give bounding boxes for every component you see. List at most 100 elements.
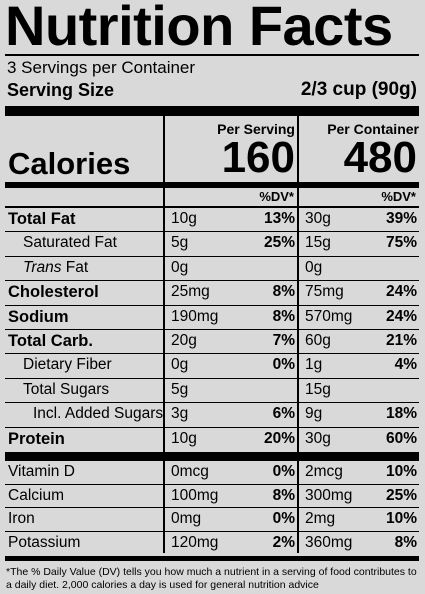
nutrient-row: Total Carb. 20g 7% 60g 21% [5, 330, 419, 355]
serving-dv: 13% [263, 210, 295, 227]
container-amount: 360mg [305, 534, 353, 552]
container-dv: 75% [385, 234, 417, 252]
nutrient-name: Incl. Added Sugars [33, 405, 164, 423]
container-dv: 24% [385, 283, 417, 301]
container-amount: 300mg [305, 486, 353, 504]
dv-header-rule [5, 206, 419, 208]
row-divider [5, 426, 419, 428]
column-divider-1 [163, 116, 165, 553]
container-amount: 1g [305, 356, 323, 374]
thick-rule-bottom [5, 556, 419, 561]
container-amount: 0g [305, 258, 323, 276]
thick-rule-vitamins [5, 452, 419, 461]
serving-amount: 0g [171, 356, 189, 374]
dv-header-container: %DV* [381, 189, 416, 204]
serving-amount: 5g [171, 380, 189, 398]
row-divider [5, 328, 419, 330]
nutrient-name: Iron [8, 510, 35, 528]
serving-amount: 0mg [171, 510, 202, 528]
nutrient-row: Saturated Fat 5g 25% 15g 75% [5, 232, 419, 257]
container-amount: 2mcg [305, 463, 343, 480]
servings-per-container: 3 Servings per Container [7, 58, 196, 77]
nutrient-row: Dietary Fiber 0g 0% 1g 4% [5, 354, 419, 379]
row-divider [5, 353, 419, 355]
dv-header-serving: %DV* [259, 189, 294, 204]
container-dv: 24% [385, 307, 417, 325]
row-divider [5, 483, 419, 485]
nutrient-row: Protein 10g 20% 30g 60% [5, 428, 419, 452]
container-amount: 30g [305, 429, 331, 447]
serving-dv: 8% [272, 307, 295, 325]
nutrient-row: Sodium 190mg 8% 570mg 24% [5, 306, 419, 330]
container-amount: 2mg [305, 510, 336, 528]
calories-per-container: 480 [343, 133, 417, 182]
container-dv: 4% [394, 356, 417, 374]
serving-dv: 8% [272, 486, 295, 504]
row-divider [5, 531, 419, 533]
serving-amount: 0mcg [171, 463, 209, 480]
row-divider [5, 255, 419, 257]
row-divider [5, 304, 419, 306]
row-divider [5, 231, 419, 233]
serving-dv: 0% [272, 510, 295, 528]
container-amount: 9g [305, 405, 323, 423]
serving-dv: 6% [272, 405, 295, 423]
calories-label: Calories [8, 146, 131, 181]
serving-amount: 100mg [171, 486, 219, 504]
nutrient-row: Total Sugars 5g 15g [5, 379, 419, 404]
thick-rule-top [5, 106, 419, 116]
nutrient-name: Sodium [8, 307, 69, 326]
container-amount: 15g [305, 234, 331, 252]
nutrient-row: Incl. Added Sugars 3g 6% 9g 18% [5, 403, 419, 428]
nutrient-name: Potassium [8, 534, 81, 552]
container-dv: 18% [385, 405, 417, 423]
serving-amount: 3g [171, 405, 189, 423]
container-dv: 60% [385, 429, 417, 447]
column-divider-2 [297, 116, 299, 553]
nutrient-name: Trans Fat [23, 258, 89, 276]
serving-dv: 0% [272, 356, 295, 374]
serving-amount: 5g [171, 234, 189, 252]
label-title: Nutrition Facts [5, 0, 393, 57]
serving-size-label: Serving Size [7, 80, 115, 100]
container-amount: 75mg [305, 283, 344, 301]
nutrient-row: Calcium 100mg 8% 300mg 25% [5, 485, 419, 509]
nutrient-row: Trans Fat 0g 0g [5, 257, 419, 282]
nutrient-row: Total Fat 10g 13% 30g 39% [5, 208, 419, 233]
title-rule [5, 54, 419, 56]
serving-dv: 0% [272, 463, 295, 480]
container-amount: 60g [305, 332, 331, 349]
container-dv: 10% [385, 463, 417, 480]
nutrient-name: Dietary Fiber [23, 356, 112, 374]
row-divider [5, 402, 419, 404]
nutrient-name: Cholesterol [8, 283, 99, 302]
per-serving-header: Per Serving [217, 121, 295, 137]
container-dv: 25% [385, 486, 417, 504]
footnote: *The % Daily Value (DV) tells you how mu… [6, 566, 417, 591]
serving-dv: 20% [263, 429, 295, 447]
nutrient-name: Total Fat [8, 210, 76, 228]
nutrient-name: Vitamin D [8, 463, 75, 480]
calories-per-serving: 160 [221, 133, 295, 182]
row-divider [5, 280, 419, 282]
serving-dv: 25% [263, 234, 295, 252]
nutrient-name: Total Carb. [8, 332, 93, 350]
row-divider [5, 377, 419, 379]
serving-amount: 190mg [171, 307, 219, 325]
calories-rule [5, 182, 419, 188]
serving-amount: 0g [171, 258, 189, 276]
serving-amount: 10g [171, 429, 197, 447]
serving-dv: 8% [272, 283, 295, 301]
container-dv: 21% [385, 332, 417, 349]
container-dv: 39% [385, 210, 417, 227]
nutrient-name: Protein [8, 429, 65, 448]
serving-dv: 2% [272, 534, 295, 552]
container-dv: 10% [385, 510, 417, 528]
nutrient-row: Potassium 120mg 2% 360mg 8% [5, 532, 419, 556]
nutrient-name: Saturated Fat [23, 234, 117, 252]
nutrient-row: Cholesterol 25mg 8% 75mg 24% [5, 281, 419, 306]
serving-amount: 25mg [171, 283, 210, 301]
serving-amount: 10g [171, 210, 197, 227]
nutrient-row: Iron 0mg 0% 2mg 10% [5, 508, 419, 533]
